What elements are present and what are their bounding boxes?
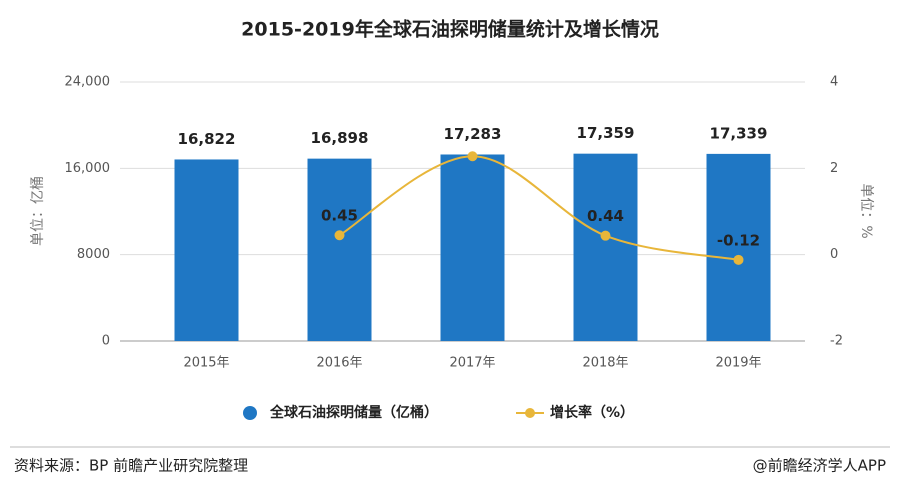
line-point <box>733 254 744 265</box>
y-tick-label: 0 <box>102 334 110 349</box>
bar <box>440 154 505 341</box>
bar-value-label: 16,822 <box>178 130 236 148</box>
bar-value-label: 16,898 <box>311 129 369 147</box>
y-tick-label: 16,000 <box>65 161 111 176</box>
bar <box>174 159 239 341</box>
line-point <box>467 151 478 162</box>
line-value-label: 0.44 <box>587 207 624 225</box>
source: 资料来源：BP 前瞻产业研究院整理 <box>14 457 248 475</box>
y2-tick-label: 2 <box>830 161 838 176</box>
y2-tick-label: 0 <box>830 247 838 262</box>
line-value-label: 0.45 <box>321 207 358 225</box>
legend-label: 增长率（%） <box>550 404 634 421</box>
line-value-label: -0.12 <box>717 231 760 249</box>
y-tick-label: 8000 <box>77 247 110 262</box>
line <box>338 155 739 261</box>
legend-label: 全球石油探明储量（亿桶） <box>269 404 438 421</box>
x-tick-label: 2018年 <box>582 356 628 371</box>
legend-marker <box>243 406 257 420</box>
line-point <box>600 230 611 241</box>
legend-marker <box>525 408 535 418</box>
bar <box>573 153 638 341</box>
credit: @前瞻经济学人APP <box>753 457 886 475</box>
line-point <box>334 230 345 241</box>
y-tick-label: 24,000 <box>65 75 111 90</box>
y-axis-label: 单位：亿桶 <box>30 176 46 246</box>
bar <box>307 158 372 341</box>
x-tick-label: 2019年 <box>715 356 761 371</box>
y2-tick-label: -2 <box>830 334 843 349</box>
y2-tick-label: 4 <box>830 75 838 90</box>
chart-title: 2015-2019年全球石油探明储量统计及增长情况 <box>241 18 659 41</box>
x-tick-label: 2016年 <box>316 356 362 371</box>
bar-value-label: 17,283 <box>444 125 502 143</box>
y2-axis-label: 单位：% <box>858 183 874 238</box>
bar-value-label: 17,359 <box>577 124 635 142</box>
bar-value-label: 17,339 <box>710 124 768 142</box>
bar <box>706 153 771 341</box>
x-tick-label: 2015年 <box>183 356 229 371</box>
x-tick-label: 2017年 <box>449 356 495 371</box>
